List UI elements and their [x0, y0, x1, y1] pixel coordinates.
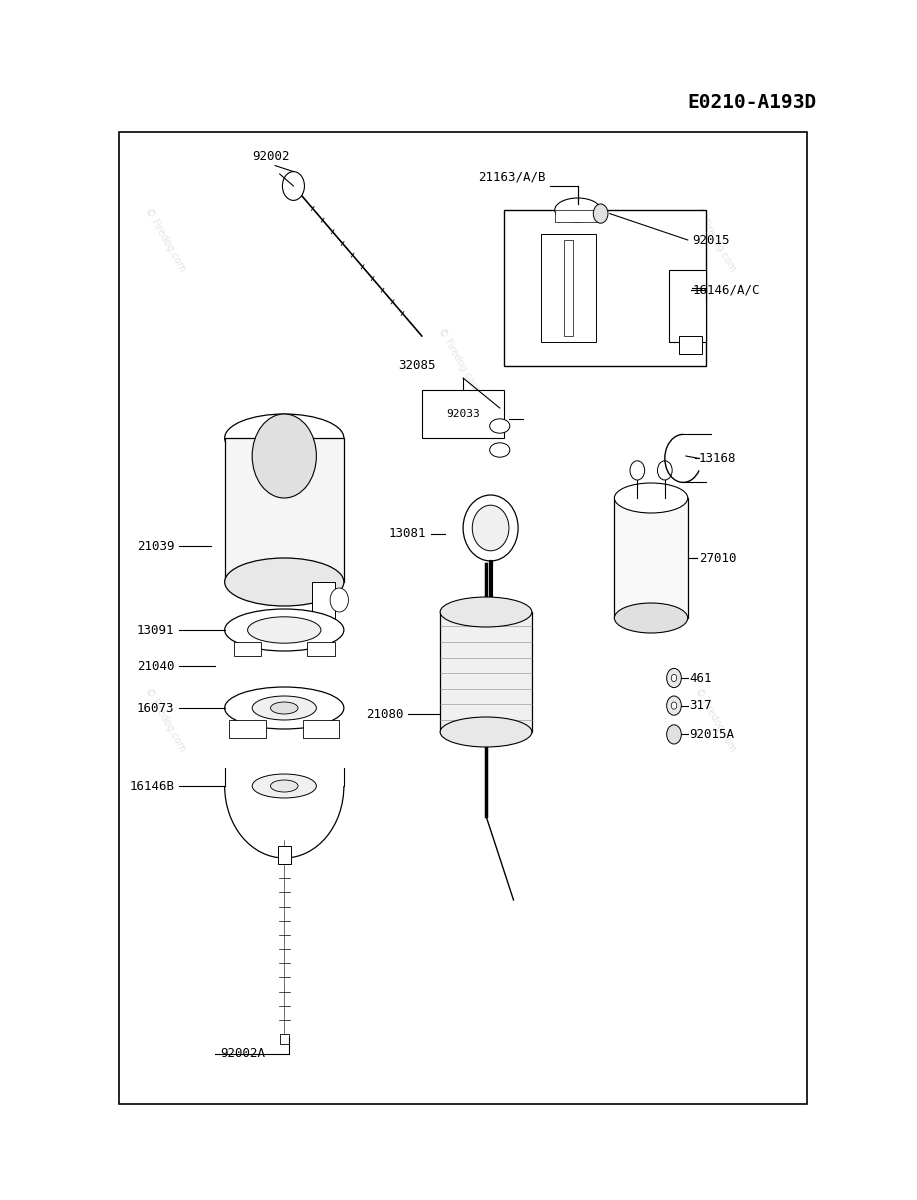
Text: 92015: 92015	[692, 234, 730, 246]
Ellipse shape	[271, 702, 298, 714]
Text: 16073: 16073	[137, 702, 174, 714]
Ellipse shape	[490, 443, 510, 457]
Text: 92015A: 92015A	[690, 728, 735, 740]
Text: 13091: 13091	[137, 624, 174, 636]
Text: 317: 317	[690, 700, 713, 712]
Ellipse shape	[252, 696, 316, 720]
Ellipse shape	[225, 558, 344, 606]
Ellipse shape	[271, 780, 298, 792]
Bar	[280, 1034, 289, 1044]
Text: E0210-A193D: E0210-A193D	[688, 92, 816, 112]
Circle shape	[671, 674, 677, 682]
Circle shape	[282, 172, 304, 200]
Text: 32085: 32085	[399, 359, 436, 372]
Circle shape	[671, 702, 677, 709]
Text: 461: 461	[690, 672, 713, 684]
Ellipse shape	[614, 602, 688, 634]
Bar	[422, 390, 504, 438]
Ellipse shape	[440, 596, 532, 626]
Circle shape	[667, 668, 681, 688]
Bar	[312, 582, 335, 618]
Text: 13168: 13168	[699, 452, 736, 464]
Text: © Firedog.com: © Firedog.com	[143, 206, 187, 274]
Ellipse shape	[225, 608, 344, 650]
Circle shape	[667, 725, 681, 744]
Bar	[225, 438, 344, 582]
Bar	[234, 642, 261, 656]
Circle shape	[593, 204, 608, 223]
Text: 21040: 21040	[137, 660, 174, 672]
Bar	[564, 240, 573, 336]
Bar	[679, 336, 702, 354]
Ellipse shape	[463, 494, 518, 560]
Text: 13081: 13081	[389, 528, 426, 540]
Text: 21080: 21080	[366, 708, 403, 720]
Text: © Firedog.com: © Firedog.com	[693, 686, 737, 754]
Text: © Firedog.com: © Firedog.com	[693, 206, 737, 274]
Text: 92033: 92033	[447, 409, 480, 419]
Text: 27010: 27010	[699, 552, 736, 564]
Ellipse shape	[440, 716, 532, 746]
Text: 21163/A/B: 21163/A/B	[478, 170, 546, 184]
Bar	[119, 132, 807, 1104]
Text: 21039: 21039	[137, 540, 174, 552]
Text: 16146/A/C: 16146/A/C	[692, 284, 760, 296]
Circle shape	[630, 461, 645, 480]
Ellipse shape	[225, 414, 344, 462]
Ellipse shape	[252, 414, 316, 498]
Bar	[541, 234, 596, 342]
Circle shape	[330, 588, 348, 612]
Bar	[278, 846, 291, 864]
Ellipse shape	[252, 774, 316, 798]
Bar	[669, 270, 706, 342]
Text: 92002A: 92002A	[220, 1048, 265, 1060]
Ellipse shape	[555, 198, 601, 222]
Bar	[307, 642, 335, 656]
Bar	[555, 210, 601, 222]
Circle shape	[667, 696, 681, 715]
Ellipse shape	[248, 617, 321, 643]
Bar	[440, 612, 532, 732]
Text: © Firedog.com: © Firedog.com	[143, 686, 187, 754]
Bar	[303, 720, 339, 738]
Ellipse shape	[490, 419, 510, 433]
Circle shape	[657, 461, 672, 480]
Bar	[229, 720, 266, 738]
Bar	[504, 210, 706, 366]
Ellipse shape	[225, 686, 344, 730]
Text: 16146B: 16146B	[129, 780, 174, 792]
Ellipse shape	[472, 505, 509, 551]
Ellipse shape	[614, 482, 688, 514]
Text: © Firedog.com: © Firedog.com	[436, 326, 481, 394]
Bar	[614, 498, 688, 618]
Text: 92002: 92002	[252, 150, 289, 163]
